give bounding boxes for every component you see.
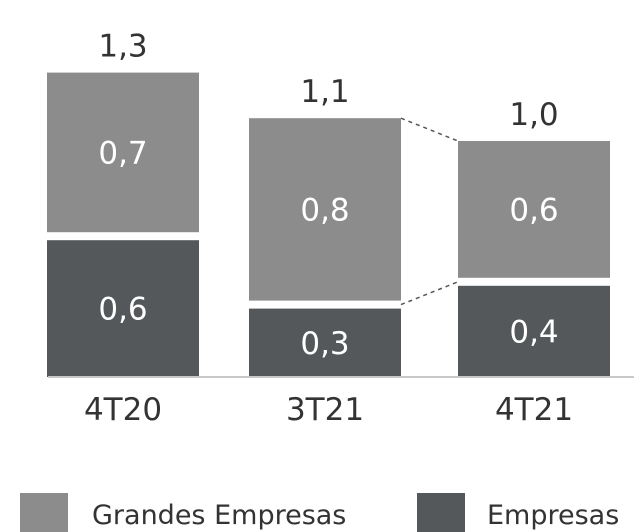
connector-split (400, 281, 459, 306)
legend-swatch-empresas (417, 493, 465, 532)
bar-empresas-4t21 (458, 285, 610, 377)
x-axis-ticks: 4T20 3T21 4T21 (84, 392, 573, 428)
x-tick-4t21: 4T21 (495, 392, 573, 428)
bars-group: 0,6 0,7 1,3 0,3 0,8 1,1 0,4 0,6 1,0 (47, 29, 610, 377)
data-label-grandes-empresas-4t21: 0,6 (509, 192, 558, 228)
data-label-grandes-empresas-4t20: 0,7 (98, 135, 147, 171)
legend-label-grandes-empresas: Grandes Empresas (92, 500, 346, 531)
data-label-grandes-empresas-3t21: 0,8 (300, 192, 349, 228)
data-label-empresas-4t20: 0,6 (98, 292, 147, 328)
total-label-4t20: 1,3 (98, 29, 147, 65)
data-label-empresas-4t21: 0,4 (509, 314, 558, 350)
bar-empresas-3t21 (249, 308, 401, 377)
legend-swatch-grandes-empresas (20, 493, 68, 532)
x-tick-3t21: 3T21 (286, 392, 364, 428)
bar-grandes-empresas-3t21 (249, 118, 401, 301)
connector-top (400, 117, 459, 142)
legend: Grandes Empresas Empresas (20, 493, 619, 532)
legend-label-empresas: Empresas (487, 500, 619, 531)
total-label-4t21: 1,0 (509, 97, 558, 133)
connector-lines (400, 117, 459, 306)
data-label-empresas-3t21: 0,3 (300, 326, 349, 362)
bar-empresas-4t20 (47, 240, 199, 377)
x-tick-4t20: 4T20 (84, 392, 162, 428)
bar-grandes-empresas-4t20 (47, 72, 199, 233)
total-label-3t21: 1,1 (300, 74, 349, 110)
bar-grandes-empresas-4t21 (458, 141, 610, 278)
